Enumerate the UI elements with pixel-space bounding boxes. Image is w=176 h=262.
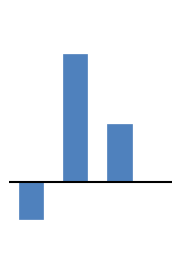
Bar	[107, 123, 131, 182]
Bar	[19, 182, 43, 219]
Bar	[63, 54, 87, 182]
